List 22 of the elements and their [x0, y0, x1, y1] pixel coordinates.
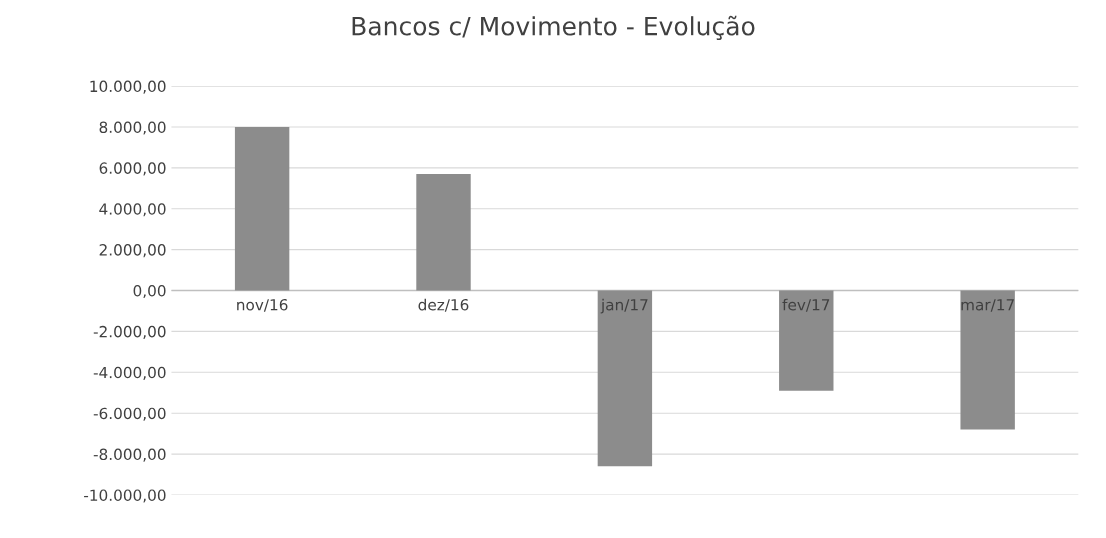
y-tick-label: -8.000,00	[93, 448, 166, 462]
bar	[960, 290, 1015, 430]
bar	[234, 126, 290, 291]
bar	[416, 173, 471, 291]
y-tick-label: -6.000,00	[93, 407, 166, 421]
y-tick-label: 0,00	[133, 284, 166, 299]
chart-title: Bancos c/ Movimento - Evolução	[352, 15, 755, 40]
y-tick-label: -10.000,00	[84, 489, 166, 503]
x-tick-label: dez/16	[418, 298, 469, 312]
x-tick-label: nov/16	[237, 298, 288, 312]
y-tick-label: -4.000,00	[93, 366, 166, 380]
y-tick-label: -2.000,00	[93, 325, 166, 339]
x-tick-label: fev/17	[782, 298, 830, 312]
y-tick-label: 4.000,00	[99, 203, 166, 217]
y-tick-label: 10.000,00	[90, 80, 166, 94]
bar	[779, 290, 834, 391]
x-tick-label: jan/17	[600, 298, 648, 314]
bar	[597, 290, 653, 467]
y-tick-label: 6.000,00	[99, 162, 166, 176]
y-tick-label: 2.000,00	[99, 244, 166, 258]
x-tick-label: mar/17	[961, 299, 1014, 312]
y-tick-label: 8.000,00	[99, 121, 166, 135]
